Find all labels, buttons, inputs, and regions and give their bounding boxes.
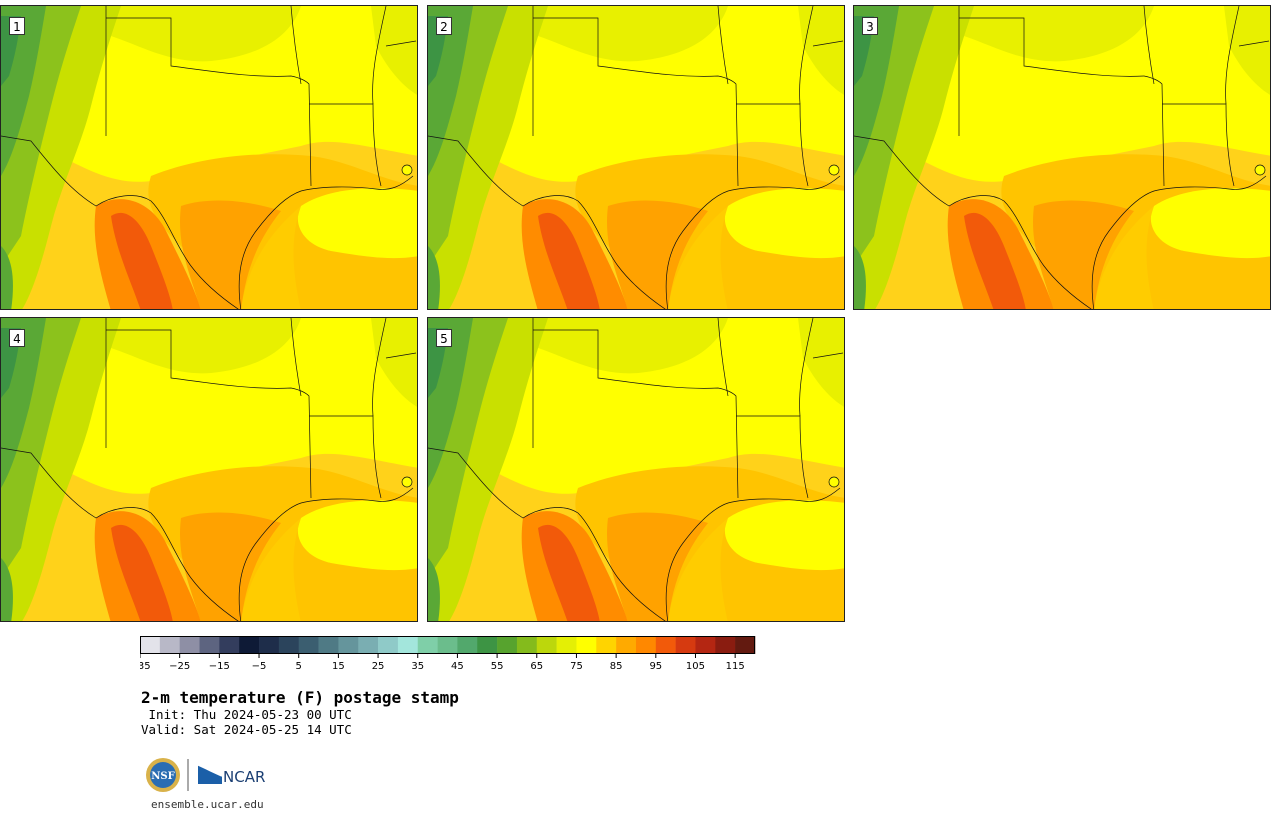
colorbar-bin [358, 636, 379, 654]
colorbar-bin [695, 636, 716, 654]
colorbar-bin [457, 636, 478, 654]
colorbar-tick-label: 75 [570, 661, 583, 672]
valid-time: Valid: Sat 2024-05-25 14 UTC [141, 722, 352, 737]
panel-number-badge: 3 [862, 17, 878, 35]
colorbar-bin [199, 636, 220, 654]
colorbar-bin [596, 636, 617, 654]
logos: NSF NCAR [145, 757, 280, 793]
colorbar-bin [477, 636, 498, 654]
colorbar-bin [655, 636, 676, 654]
colorbar-bin [159, 636, 180, 654]
colorbar-bin [179, 636, 200, 654]
ensemble-member-panel-5: 5 [427, 317, 845, 622]
colorbar-bin [219, 636, 240, 654]
ncar-logo: NCAR [197, 764, 265, 786]
colorbar-bin [497, 636, 518, 654]
colorbar-tick-label: −35 [140, 661, 151, 672]
init-time: Init: Thu 2024-05-23 00 UTC [141, 707, 352, 722]
ensemble-member-panel-1: 1 [0, 5, 418, 310]
colorbar-bin [318, 636, 339, 654]
colorbar-bin [576, 636, 597, 654]
colorbar-tick-label: 115 [726, 661, 745, 672]
temperature-colorbar: −35 −25 −15 −5 5 15 25 35 45 55 65 75 85 95 105 115 [140, 636, 756, 672]
colorbar-tick-label: 35 [411, 661, 424, 672]
temperature-map [428, 6, 844, 309]
colorbar-tick-label: 105 [686, 661, 705, 672]
colorbar-tick-label: 65 [530, 661, 543, 672]
panel-number-badge: 2 [436, 17, 452, 35]
colorbar-bin [715, 636, 736, 654]
colorbar-bin [556, 636, 577, 654]
temperature-map [1, 318, 417, 621]
ncar-logo-text: NCAR [223, 768, 265, 786]
colorbar-tick-label: 15 [332, 661, 345, 672]
colorbar-tick-label: 55 [491, 661, 504, 672]
chart-title: 2-m temperature (F) postage stamp [141, 688, 459, 707]
site-url: ensemble.ucar.edu [151, 798, 264, 811]
colorbar-bin [140, 636, 161, 654]
colorbar-bin [437, 636, 458, 654]
colorbar-tick-label: −15 [209, 661, 230, 672]
ensemble-member-panel-3: 3 [853, 5, 1271, 310]
temperature-map [428, 318, 844, 621]
colorbar-bin [338, 636, 359, 654]
colorbar-tick-label: 5 [296, 661, 302, 672]
colorbar-bin [278, 636, 300, 654]
colorbar-tick-label: 45 [451, 661, 464, 672]
nsf-logo-text: NSF [151, 771, 174, 782]
ensemble-member-panel-4: 4 [0, 317, 418, 622]
colorbar-bin [516, 636, 538, 654]
colorbar-bin [635, 636, 657, 654]
colorbar-bin [536, 636, 557, 654]
colorbar-bin [675, 636, 696, 654]
colorbar-bin [735, 636, 756, 654]
colorbar-bin [397, 636, 419, 654]
temperature-map [1, 6, 417, 309]
colorbar-tick-label: 85 [610, 661, 623, 672]
colorbar-tick-label: −25 [169, 661, 190, 672]
panel-number-badge: 1 [9, 17, 25, 35]
panel-number-badge: 4 [9, 329, 25, 347]
colorbar-bin [616, 636, 637, 654]
ensemble-member-panel-2: 2 [427, 5, 845, 310]
colorbar-bin [239, 636, 260, 654]
nsf-logo: NSF [146, 758, 180, 792]
colorbar-tick-label: 95 [649, 661, 662, 672]
panel-number-badge: 5 [436, 329, 452, 347]
colorbar-bin [378, 636, 399, 654]
colorbar-bin [298, 636, 319, 654]
colorbar-bin [417, 636, 438, 654]
temperature-map [854, 6, 1270, 309]
colorbar-tick-label: 25 [372, 661, 385, 672]
colorbar-bin [259, 636, 280, 654]
colorbar-tick-label: −5 [252, 661, 267, 672]
